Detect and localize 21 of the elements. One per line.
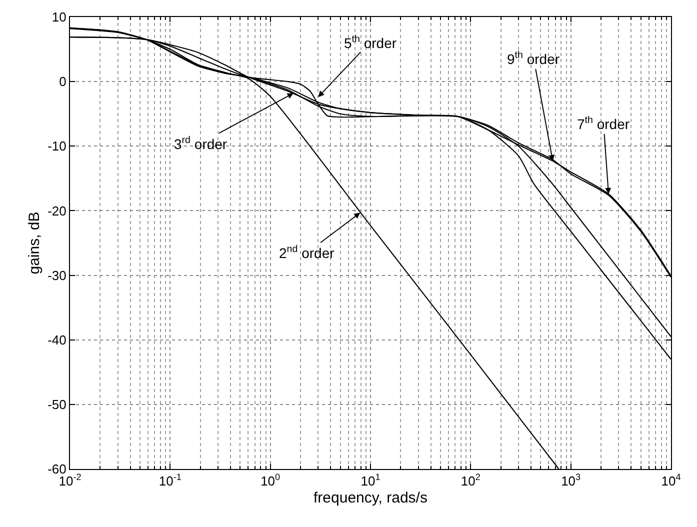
y-tick-label: -50 [48, 396, 66, 412]
x-tick-label: 10$^{0}$ [260, 472, 280, 489]
y-tick-label: -40 [48, 332, 66, 348]
y-tick-label: -60 [48, 462, 66, 477]
annotation: 2$^{nd}$ order [279, 244, 335, 261]
y-tick-label: 0 [59, 74, 66, 90]
x-tick-label: 10$^{4}$ [661, 472, 681, 489]
y-tick-label: -20 [48, 203, 66, 218]
annotation: 9$^{th}$ order [507, 50, 560, 67]
y-axis-title: gains, dB [26, 212, 43, 274]
y-tick-label: -30 [48, 268, 66, 283]
annotation: 5$^{th}$ order [344, 34, 397, 51]
x-tick-label: 10$^{1}$ [360, 472, 380, 489]
annotation: 3$^{rd}$ order [174, 135, 228, 152]
x-tick-label: 10$^{2}$ [460, 472, 480, 489]
x-tick-label: 10$^{-1}$ [158, 472, 182, 489]
x-axis-title: frequency, rads/s [314, 490, 428, 507]
y-tick-label: -10 [48, 138, 66, 154]
x-tick-label: 10$^{3}$ [561, 472, 581, 489]
y-tick-label: 10 [52, 10, 66, 25]
annotation: 7$^{th}$ order [577, 115, 630, 132]
